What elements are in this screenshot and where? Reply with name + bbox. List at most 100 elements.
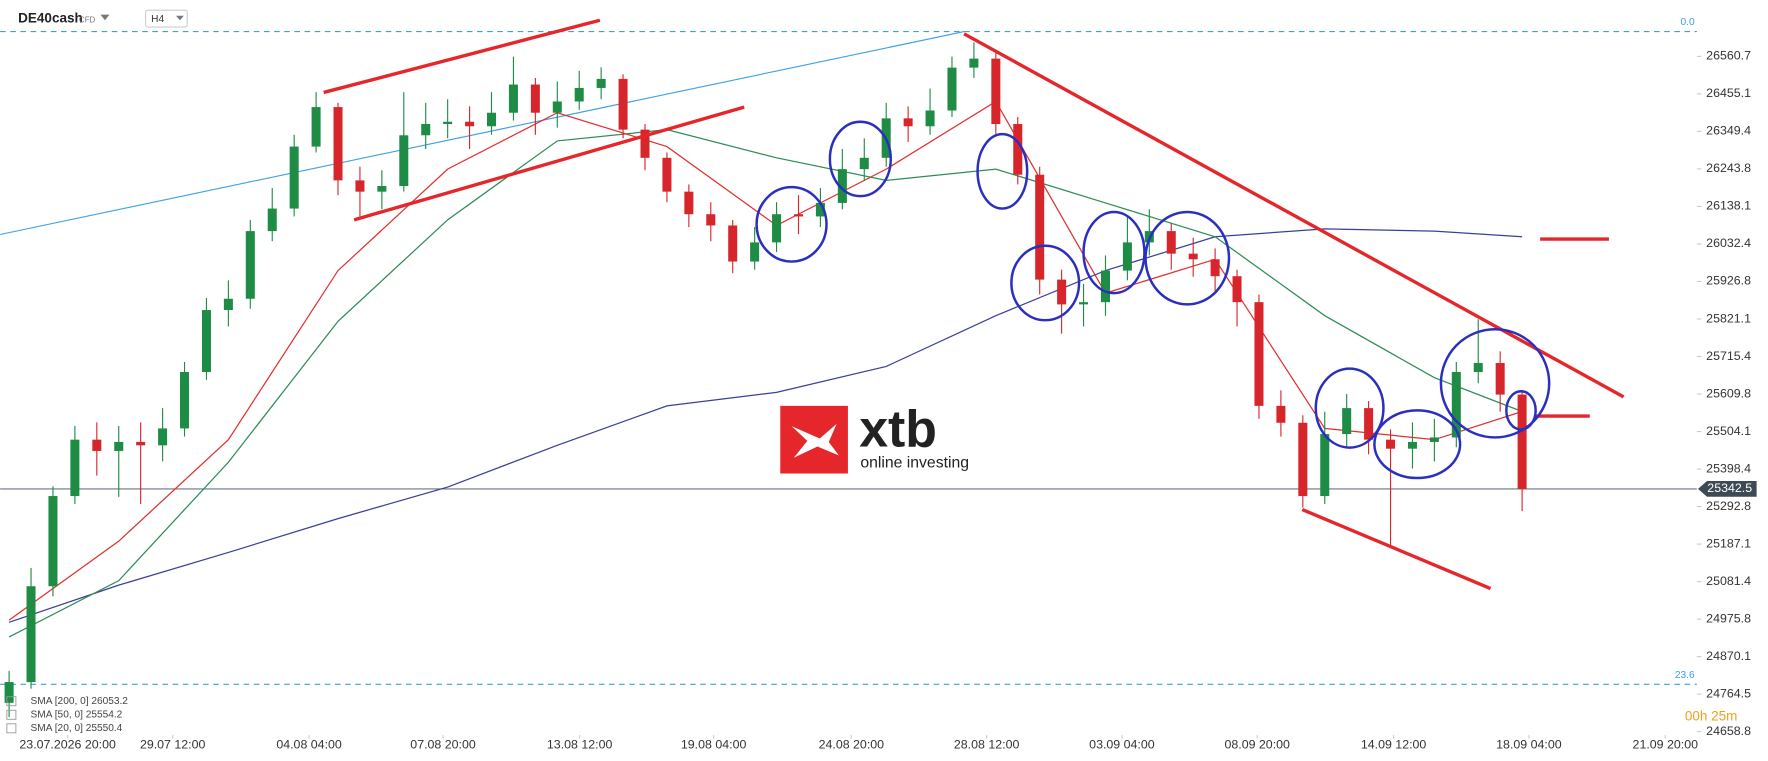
candle-body xyxy=(92,439,102,451)
timeframe-dropdown[interactable] xyxy=(175,15,184,21)
candle-body xyxy=(1364,408,1374,440)
candle-body xyxy=(1100,270,1110,303)
y-tick-label: 25504.1 xyxy=(1706,424,1751,438)
candle-body xyxy=(1407,441,1417,449)
x-tick-label: 24.08 20:00 xyxy=(819,737,885,751)
candle-body xyxy=(1386,439,1396,449)
candle-body xyxy=(1473,363,1483,373)
candle-body xyxy=(640,129,650,158)
candle-body xyxy=(1188,253,1198,260)
candle-body xyxy=(684,191,694,215)
last-price-tag xyxy=(1697,481,1757,497)
y-tick-label: 25398.4 xyxy=(1706,461,1751,475)
candle-body xyxy=(1035,174,1045,280)
candle-body xyxy=(728,225,738,262)
candle-body xyxy=(114,441,124,451)
candle-body xyxy=(618,78,628,130)
highlight-circle xyxy=(1010,244,1081,322)
channel-line xyxy=(353,105,745,222)
candle-body xyxy=(859,157,869,170)
last-price-label: 25342.5 xyxy=(1707,481,1752,495)
candle-body xyxy=(1079,302,1089,305)
candle-body xyxy=(750,242,760,262)
x-tick-label: 19.08 04:00 xyxy=(681,737,747,751)
x-tick-label: 03.09 04:00 xyxy=(1089,737,1155,751)
candle-body xyxy=(486,112,497,127)
candle-body xyxy=(1276,405,1286,423)
countdown: 00h 25m xyxy=(1685,709,1738,724)
highlight-circle xyxy=(1439,327,1551,439)
channel-line xyxy=(323,18,601,95)
y-tick-label: 24870.1 xyxy=(1706,649,1751,663)
symbol: DE40cash xyxy=(18,11,83,26)
x-tick-label: 18.09 04:00 xyxy=(1496,737,1562,751)
candle-body xyxy=(925,110,935,127)
candle-body xyxy=(201,310,211,373)
annotations xyxy=(323,18,1625,591)
candle-body xyxy=(574,87,584,102)
candle-body xyxy=(180,372,190,429)
y-tick-label: 25609.8 xyxy=(1706,386,1751,400)
legend-swatch xyxy=(6,696,17,707)
candle-body xyxy=(1342,408,1352,435)
legend-label: SMA [20, 0] 25550.4 xyxy=(31,723,123,734)
timeframe-box[interactable] xyxy=(144,9,188,28)
plot xyxy=(0,31,1697,718)
x-tick-label: 07.08 20:00 xyxy=(410,737,476,751)
y-tick-label: 26455.1 xyxy=(1706,86,1751,100)
y-tick-label: 26349.4 xyxy=(1706,124,1751,138)
candle-body xyxy=(1122,242,1132,271)
y-tick-label: 26243.8 xyxy=(1706,161,1751,175)
sma-line xyxy=(8,228,1523,623)
sma-line xyxy=(8,129,1523,638)
highlight-circle xyxy=(1314,367,1385,449)
highlight-circle xyxy=(828,120,893,198)
candle-body xyxy=(1166,231,1176,254)
candle-body xyxy=(508,84,518,113)
logo-icon xyxy=(791,423,839,458)
x-tick-label: 13.08 12:00 xyxy=(547,737,613,751)
symbol-dropdown[interactable] xyxy=(100,14,110,21)
y-tick-label: 25926.8 xyxy=(1706,274,1751,288)
candle-body xyxy=(70,439,80,497)
highlight-circle xyxy=(1144,210,1231,306)
candle-body xyxy=(158,428,168,446)
y-tick-label: 25081.4 xyxy=(1706,574,1751,588)
highlight-circle xyxy=(1373,409,1462,480)
x-tick-label: 21.09 20:00 xyxy=(1633,737,1699,751)
highlight-circle xyxy=(755,185,828,263)
instrument-type: CFD xyxy=(79,15,95,24)
candle-body xyxy=(289,146,299,209)
candle-body xyxy=(1232,276,1242,303)
legend-label: SMA [50, 0] 25554.2 xyxy=(31,709,123,720)
y-tick-label: 24764.5 xyxy=(1706,686,1751,700)
candle-body xyxy=(223,298,233,311)
x-tick-label: 28.08 12:00 xyxy=(954,737,1020,751)
legend-swatch xyxy=(6,723,17,734)
fib-label: 0.0 xyxy=(1681,17,1695,28)
candle-body xyxy=(1517,394,1527,489)
candle-body xyxy=(267,208,277,232)
candle-body xyxy=(1013,124,1023,175)
highlight-circle xyxy=(1505,389,1537,431)
candle-body xyxy=(26,586,36,683)
candle-body xyxy=(1320,434,1330,497)
candle-body xyxy=(1210,259,1220,277)
header: DE40cash CFD H4 xyxy=(18,9,188,28)
logo: xtb online investing xyxy=(780,400,969,474)
y-tick-label: 25715.4 xyxy=(1706,349,1751,363)
candle-body xyxy=(530,84,540,113)
y-tick-label: 26138.1 xyxy=(1706,199,1751,213)
y-tick-label: 24975.8 xyxy=(1706,611,1751,625)
trend-line xyxy=(0,31,965,236)
candle-body xyxy=(421,124,431,136)
candle-body xyxy=(903,118,913,127)
candle-body xyxy=(245,231,255,299)
candle-body xyxy=(772,214,782,243)
candle-body xyxy=(552,101,562,113)
y-tick-label: 24658.8 xyxy=(1706,724,1751,738)
highlight-circle xyxy=(976,132,1029,210)
y-tick-label: 25292.8 xyxy=(1706,499,1751,513)
fib-label: 23.6 xyxy=(1675,670,1695,681)
candle-body xyxy=(706,214,716,226)
